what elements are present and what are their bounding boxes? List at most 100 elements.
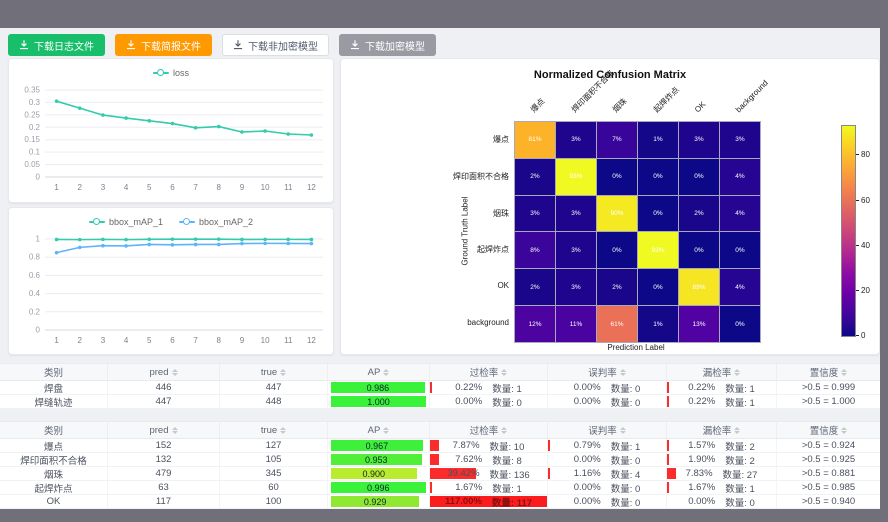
column-header-class: 类别: [0, 364, 108, 380]
download-plain-model-button[interactable]: 下载非加密模型: [222, 34, 329, 56]
ap-cell: 0.996: [328, 481, 430, 494]
matrix-cell: 2%: [515, 158, 555, 195]
rate-value: 0.00%: [573, 382, 601, 393]
column-header-过检率[interactable]: 过检率: [430, 422, 548, 438]
sort-caret-icon[interactable]: [383, 426, 390, 434]
colorbar-tick: [856, 154, 859, 156]
column-header-label: true: [260, 366, 278, 378]
legend-item-bbox_mAP_2[interactable]: bbox_mAP_2: [179, 217, 253, 227]
data-point: [124, 244, 128, 248]
sort-caret-icon[interactable]: [171, 426, 178, 434]
legend-item-loss[interactable]: loss: [152, 68, 189, 78]
true-cell: 127: [220, 439, 328, 452]
x-tick-label: 3: [101, 336, 106, 345]
misjudge-cell: 0.79% 数量: 1: [548, 439, 667, 452]
column-header-漏检率[interactable]: 漏检率: [667, 364, 777, 380]
ap-bar: 0.929: [331, 496, 420, 507]
column-header-true[interactable]: true: [220, 422, 328, 438]
column-header-true[interactable]: true: [220, 364, 328, 380]
class-cell: 爆点: [0, 439, 108, 452]
y-tick-label: 0.6: [29, 271, 41, 280]
colorbar-tick: [856, 335, 859, 336]
column-header-ap[interactable]: AP: [328, 364, 430, 380]
matrix-cell: 8%: [515, 232, 555, 269]
sort-caret-icon[interactable]: [383, 368, 390, 376]
column-header-置信度[interactable]: 置信度: [777, 364, 880, 380]
x-tick-label: 12: [307, 183, 316, 192]
rate-text: 0.00% 数量: 0: [548, 495, 666, 508]
data-point: [77, 106, 82, 110]
matrix-cell: 90%: [597, 195, 637, 232]
pred-cell: 479: [108, 467, 220, 480]
y-tick-label: 0.8: [29, 253, 41, 262]
rate-value: 117.00%: [444, 496, 482, 507]
data-point: [170, 237, 175, 241]
rate-bar: [548, 440, 550, 451]
rate-bar: [667, 396, 669, 407]
class-cell: OK: [0, 495, 108, 508]
matrix-cell: 2%: [597, 269, 637, 306]
sort-caret-icon[interactable]: [841, 368, 848, 376]
matrix-cell: 4%: [720, 195, 760, 232]
data-point: [309, 237, 314, 242]
data-point: [216, 242, 221, 247]
data-point: [101, 237, 105, 242]
sort-caret-icon[interactable]: [280, 368, 287, 376]
matrix-cell: 0%: [679, 158, 719, 195]
table-gap: [0, 409, 880, 421]
column-header-pred[interactable]: pred: [108, 422, 220, 438]
column-header-pred[interactable]: pred: [108, 364, 220, 380]
sort-caret-icon[interactable]: [619, 426, 626, 434]
sort-caret-icon[interactable]: [501, 368, 508, 376]
y-tick-label: 0.2: [29, 123, 41, 132]
download-plain-model-label: 下载非加密模型: [248, 41, 318, 53]
matrix-cell: 93%: [638, 232, 678, 269]
rate-value: 0.00%: [573, 396, 601, 407]
sort-caret-icon[interactable]: [619, 368, 626, 376]
rate-count: 数量: 8: [492, 455, 522, 467]
data-point: [54, 250, 59, 255]
sort-caret-icon[interactable]: [280, 426, 287, 434]
sort-caret-icon[interactable]: [841, 426, 848, 434]
rate-text: 0.00% 数量: 0: [430, 395, 547, 408]
sort-caret-icon[interactable]: [734, 426, 741, 434]
download-encrypted-model-label: 下载加密模型: [365, 41, 425, 53]
rate-value: 7.83%: [685, 468, 713, 479]
rate-text: 39.42% 数量: 136: [430, 467, 547, 480]
table-row: 爆点 152 127 0.967 7.87% 数量: 10 0.79% 数量: 1 1.57% 数…: [0, 439, 880, 453]
download-log-button[interactable]: 下载日志文件: [8, 34, 105, 56]
missdetect-cell: 1.67% 数量: 1: [667, 481, 777, 494]
x-tick-label: 4: [124, 183, 129, 192]
x-tick-label: 7: [193, 336, 198, 345]
confusion-matrix-card: Normalized Confusion Matrix Ground Truth…: [340, 58, 880, 355]
loss-chart-card: loss 0 0.05 0.1 0.15 0.2 0.25 0.3 0.35 1 2 3 4 5 6 7 8 9…: [8, 58, 334, 203]
rate-value: 0.22%: [688, 396, 716, 407]
ap-cell: 0.900: [328, 467, 430, 480]
missdetect-cell: 1.90% 数量: 2: [667, 453, 777, 466]
matrix-cell: 4%: [720, 158, 760, 195]
confidence-cell: >0.5 = 1.000: [801, 396, 856, 407]
column-header-误判率[interactable]: 误判率: [548, 364, 667, 380]
x-tick-label: 8: [217, 336, 222, 345]
pred-cell: 446: [108, 381, 220, 394]
sort-caret-icon[interactable]: [501, 426, 508, 434]
series-line-bbox_mAP_2: [55, 242, 313, 254]
missdetect-cell: 0.22% 数量: 1: [667, 395, 777, 408]
column-header-误判率[interactable]: 误判率: [548, 422, 667, 438]
download-encrypted-model-button[interactable]: 下载加密模型: [339, 34, 436, 56]
legend-item-bbox_mAP_1[interactable]: bbox_mAP_1: [88, 217, 163, 227]
data-point: [77, 245, 82, 250]
download-report-button[interactable]: 下载简报文件: [115, 34, 212, 56]
data-point: [263, 237, 267, 242]
column-header-漏检率[interactable]: 漏检率: [667, 422, 777, 438]
data-point: [286, 132, 291, 136]
ap-bar: 0.900: [331, 468, 417, 479]
column-header-ap[interactable]: AP: [328, 422, 430, 438]
column-header-置信度[interactable]: 置信度: [777, 422, 880, 438]
sort-caret-icon[interactable]: [734, 368, 741, 376]
column-header-过检率[interactable]: 过检率: [430, 364, 548, 380]
matrix-row-label: 焊印面积不合格: [453, 172, 509, 181]
data-point: [240, 130, 244, 134]
sort-caret-icon[interactable]: [171, 368, 178, 376]
missdetect-cell: 7.83% 数量: 27: [667, 467, 777, 480]
